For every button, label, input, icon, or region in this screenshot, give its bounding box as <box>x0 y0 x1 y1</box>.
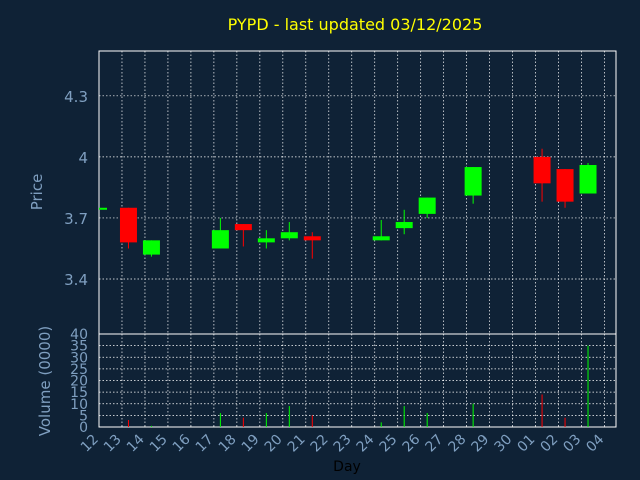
price-y-axis-ticks: 3.4 3.7 4 4.3 <box>64 88 88 289</box>
price-tick-label: 3.4 <box>64 271 88 289</box>
price-tick-label: 4 <box>78 149 88 167</box>
price-grid <box>99 51 616 334</box>
candle-body <box>119 207 137 243</box>
candle-body <box>533 156 551 184</box>
candle-body <box>556 169 574 202</box>
candle-body <box>303 236 321 241</box>
volume-grid <box>99 334 616 427</box>
volume-axis-label: Volume (0000) <box>36 326 54 436</box>
volume-bars <box>127 345 589 427</box>
volume-tick-label: 30 <box>70 350 88 366</box>
price-axis-label: Price <box>28 174 46 211</box>
x-axis-label: Day <box>333 459 361 475</box>
candle-body <box>234 224 252 231</box>
candle-body <box>257 238 275 243</box>
candle-body <box>395 222 413 229</box>
candle-body <box>280 232 298 239</box>
candle-body <box>372 236 390 241</box>
candle-body <box>464 167 482 196</box>
candle-body <box>418 197 436 214</box>
price-tick-label: 3.7 <box>64 210 88 228</box>
candle-body <box>211 230 229 249</box>
volume-tick-label: 20 <box>70 374 88 390</box>
x-axis-ticks: 12 13 14 15 16 17 18 19 20 21 22 23 24 25 26 27 28 29 30 01… <box>78 431 607 455</box>
volume-tick-label: 40 <box>70 327 88 343</box>
chart-title: PYPD - last updated 03/12/2025 <box>228 15 483 34</box>
volume-tick-label: 0 <box>79 420 88 436</box>
volume-tick-label: 10 <box>70 397 88 413</box>
volume-tick-label: 5 <box>79 408 88 424</box>
volume-tick-label: 35 <box>70 339 88 355</box>
price-panel: 3.4 3.7 4 4.3 Price <box>28 50 617 335</box>
volume-tick-label: 15 <box>70 385 88 401</box>
candlesticks <box>99 148 597 259</box>
candle-body <box>142 240 160 255</box>
price-tick-label: 4.3 <box>64 88 88 106</box>
candle-body <box>99 207 107 210</box>
volume-tick-label: 25 <box>70 362 88 378</box>
candle-body <box>579 165 597 194</box>
